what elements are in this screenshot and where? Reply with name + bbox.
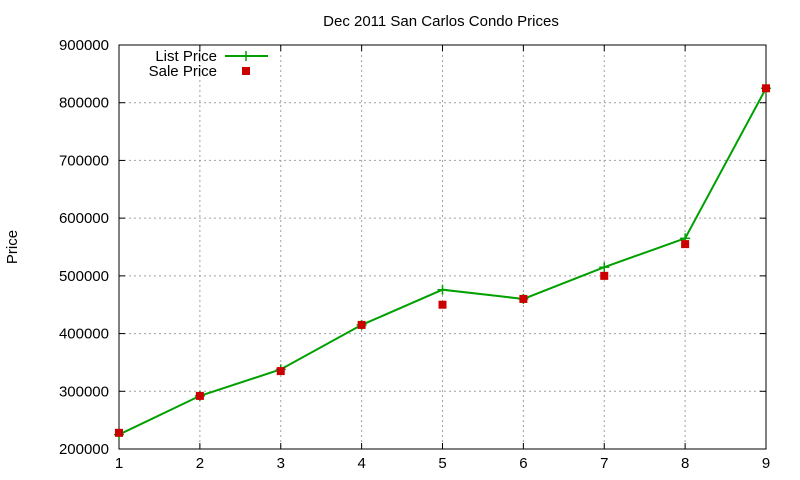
x-tick-label: 5 bbox=[438, 455, 446, 472]
y-tick-label: 700000 bbox=[59, 152, 109, 169]
sale-price-point bbox=[357, 320, 366, 329]
sale-price-point bbox=[519, 294, 528, 303]
y-tick-label: 900000 bbox=[59, 37, 109, 54]
chart-title: Dec 2011 San Carlos Condo Prices bbox=[323, 13, 559, 30]
legend-item-sale-price: Sale Price bbox=[149, 63, 250, 80]
x-tick-label: 3 bbox=[277, 455, 285, 472]
y-tick-label: 400000 bbox=[59, 326, 109, 343]
sale-price-point bbox=[762, 84, 770, 93]
y-tick-label: 200000 bbox=[59, 441, 109, 458]
legend-label: List Price bbox=[155, 48, 217, 65]
series-layer bbox=[114, 83, 771, 440]
y-tick-label: 500000 bbox=[59, 268, 109, 285]
grid bbox=[119, 45, 766, 449]
axis-ticks: 1 2 3 4 5 6 7 8 9 200000 300000 400000 500000 600000 7… bbox=[59, 37, 770, 472]
y-tick-label: 600000 bbox=[59, 210, 109, 227]
y-tick-label: 300000 bbox=[59, 383, 109, 400]
x-tick-label: 2 bbox=[196, 455, 204, 472]
sale-price-point bbox=[438, 300, 447, 309]
x-tick-label: 6 bbox=[519, 455, 527, 472]
sale-price-point bbox=[115, 428, 123, 437]
legend-swatch-list-price bbox=[225, 51, 268, 61]
sale-price-point bbox=[600, 271, 609, 280]
list-price-point bbox=[437, 284, 448, 295]
sale-price-point bbox=[681, 240, 690, 249]
x-tick-label: 4 bbox=[357, 455, 365, 472]
x-tick-label: 1 bbox=[115, 455, 123, 472]
x-tick-label: 9 bbox=[762, 455, 770, 472]
sale-price-point bbox=[276, 367, 285, 376]
sale-price-point bbox=[195, 391, 204, 400]
legend-swatch-sale-price bbox=[242, 67, 250, 75]
y-axis-label: Price bbox=[4, 230, 21, 264]
x-tick-label: 7 bbox=[600, 455, 608, 472]
legend-item-list-price: List Price bbox=[155, 48, 268, 65]
y-tick-label: 800000 bbox=[59, 95, 109, 112]
list-price-point bbox=[599, 262, 610, 273]
x-tick-label: 8 bbox=[681, 455, 689, 472]
legend-label: Sale Price bbox=[149, 63, 217, 80]
